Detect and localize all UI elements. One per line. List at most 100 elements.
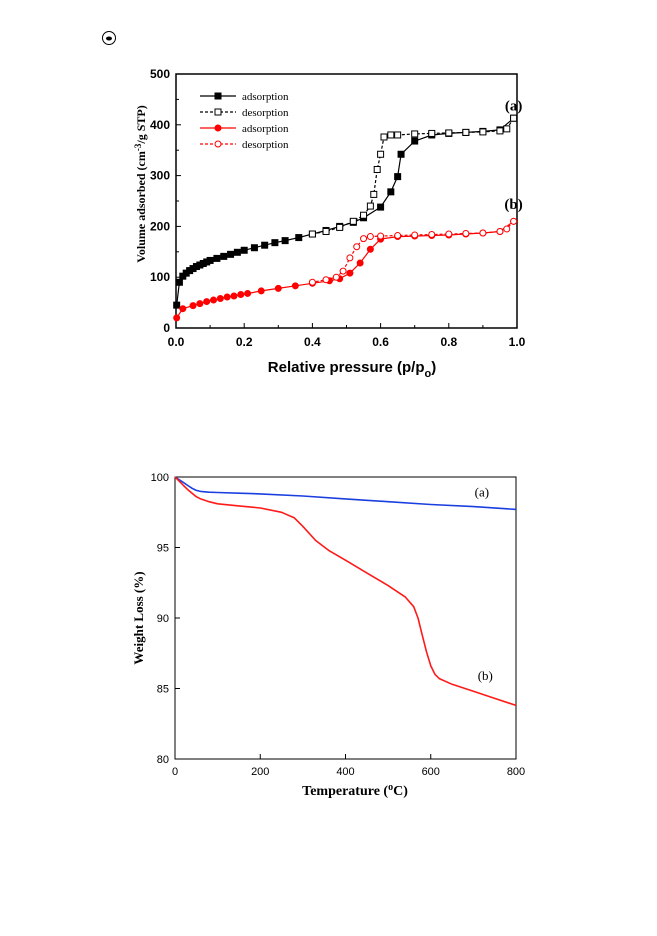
data-point (250, 244, 258, 252)
data-point (356, 259, 364, 267)
circled-dot-icon (102, 31, 116, 45)
y-tick-label: 100 (151, 472, 169, 484)
tga-y-axis-label: Weight Loss (%) (131, 571, 146, 664)
data-point (346, 254, 354, 262)
tga-frame (174, 476, 517, 760)
data-point (387, 131, 395, 139)
data-point (377, 232, 385, 240)
data-point (394, 131, 402, 139)
tga-x-axis-label: Temperature (oC) (302, 782, 408, 799)
data-point (336, 223, 344, 231)
data-point (175, 278, 183, 286)
isotherm-chart: 0.0 0.2 0.4 0.6 0.8 1.0 0 100 200 300 400 500 adsor… (133, 67, 526, 380)
data-point (210, 296, 218, 304)
data-point (366, 233, 374, 241)
tga-chart: 0 200 400 600 800 80 85 90 95 100 (a) (b) Temperat… (131, 472, 526, 799)
data-point (271, 239, 279, 247)
series-line (176, 117, 514, 306)
data-point (291, 282, 299, 290)
isotherm-x-axis-label: Relative pressure (p/po) (268, 359, 436, 380)
legend-marker (214, 124, 222, 132)
legend-entry: adsorption (200, 91, 289, 103)
y-tick-label: 80 (157, 754, 169, 766)
x-tick-label: 0.6 (372, 335, 389, 349)
x-tick-label: 0.8 (440, 335, 457, 349)
data-point (411, 231, 419, 239)
y-tick-label: 200 (150, 219, 170, 233)
legend-marker (214, 140, 222, 148)
data-point (462, 230, 470, 238)
data-point (274, 284, 282, 292)
isotherm-annotations: (a) (b) (504, 99, 522, 214)
data-point (227, 250, 235, 258)
y-tick-label: 300 (150, 169, 170, 183)
data-point (233, 248, 241, 256)
data-point (377, 150, 385, 158)
isotherm-y-axis-label: Volume adsorbed (cm-3/g STP) (133, 105, 148, 262)
curve-annotation: (b) (478, 668, 493, 683)
data-point (510, 114, 518, 122)
legend-label: desorption (242, 107, 289, 119)
data-point (281, 237, 289, 245)
x-tick-label: 600 (422, 766, 440, 778)
x-tick-label: 400 (336, 766, 354, 778)
data-point (203, 298, 211, 306)
y-tick-label: 90 (157, 613, 169, 625)
x-tick-label: 800 (507, 766, 525, 778)
x-tick-label: 0.0 (168, 335, 185, 349)
data-point (206, 256, 214, 264)
data-point (332, 273, 340, 281)
tga-plot-area: 0 200 400 600 800 80 85 90 95 100 (a) (b) (151, 472, 526, 778)
data-point (377, 203, 385, 211)
y-tick-label: 500 (150, 67, 170, 81)
tga-curve-1 (174, 476, 517, 707)
isotherm-series-1 (308, 114, 518, 238)
tga-series (174, 476, 517, 707)
x-tick-label: 0 (172, 766, 178, 778)
data-point (189, 302, 197, 310)
data-point (479, 229, 487, 237)
data-point (394, 173, 402, 181)
data-point (479, 128, 487, 136)
data-point (445, 230, 453, 238)
data-point (366, 202, 374, 210)
data-point (510, 217, 518, 225)
data-point (173, 314, 181, 322)
data-point (257, 287, 265, 295)
data-point (240, 246, 248, 254)
data-point (216, 295, 224, 303)
isotherm-legend: adsorption desorption adsorption desorption (200, 91, 289, 151)
tga-ticks: 0 200 400 600 800 80 85 90 95 100 (151, 472, 526, 778)
data-point (428, 231, 436, 239)
data-point (308, 278, 316, 286)
data-point (394, 232, 402, 240)
isotherm-plot-area: 0.0 0.2 0.4 0.6 0.8 1.0 0 100 200 300 400 500 adsor… (150, 67, 526, 349)
data-point (366, 245, 374, 253)
isotherm-series (173, 114, 518, 322)
data-point (230, 292, 238, 300)
legend-entry: desorption (200, 139, 289, 151)
curve-annotation: (a) (505, 99, 523, 115)
x-tick-label: 0.2 (236, 335, 253, 349)
legend-marker (214, 108, 222, 116)
data-point (346, 269, 354, 277)
data-point (503, 125, 511, 133)
data-point (223, 293, 231, 301)
data-point (496, 227, 504, 235)
legend-entry: adsorption (200, 123, 289, 135)
isotherm-series-3 (308, 217, 518, 286)
data-point (308, 230, 316, 238)
legend-label: adsorption (242, 91, 289, 103)
data-point (349, 217, 357, 225)
x-tick-label: 200 (251, 766, 269, 778)
y-tick-label: 400 (150, 118, 170, 132)
data-point (360, 211, 368, 219)
data-point (496, 127, 504, 135)
data-point (295, 234, 303, 242)
legend-label: desorption (242, 139, 289, 151)
tga-annotations: (a) (b) (475, 485, 493, 683)
curve-annotation: (b) (504, 197, 522, 213)
y-tick-label: 95 (157, 543, 169, 555)
data-point (237, 290, 245, 298)
y-tick-label: 85 (157, 684, 169, 696)
